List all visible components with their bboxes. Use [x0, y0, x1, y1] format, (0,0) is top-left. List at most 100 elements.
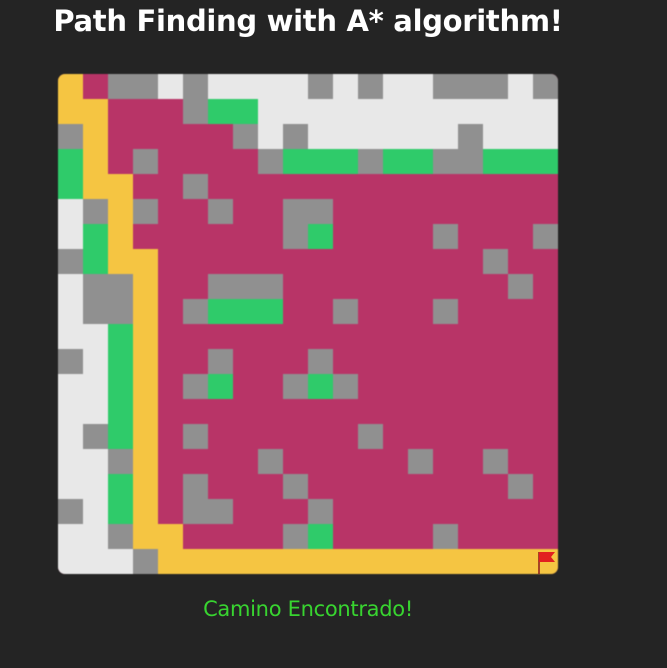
- grid-cell-visited[interactable]: [308, 299, 333, 324]
- grid-cell-visited[interactable]: [183, 224, 208, 249]
- grid-cell-visited[interactable]: [183, 199, 208, 224]
- grid-cell-visited[interactable]: [433, 249, 458, 274]
- grid-cell-visited[interactable]: [183, 399, 208, 424]
- grid-cell-visited[interactable]: [433, 274, 458, 299]
- grid-cell-unvisited[interactable]: [58, 374, 83, 399]
- grid-cell-unvisited[interactable]: [58, 449, 83, 474]
- grid-cell-unvisited[interactable]: [308, 124, 333, 149]
- grid-cell-visited[interactable]: [333, 249, 358, 274]
- grid-cell-unvisited[interactable]: [508, 124, 533, 149]
- grid-cell-visited[interactable]: [158, 274, 183, 299]
- grid-cell-unvisited[interactable]: [308, 99, 333, 124]
- grid-cell-visited[interactable]: [258, 324, 283, 349]
- grid-cell-path[interactable]: [133, 474, 158, 499]
- grid-cell-visited[interactable]: [283, 399, 308, 424]
- grid-cell-frontier[interactable]: [233, 99, 258, 124]
- grid-cell-visited[interactable]: [208, 474, 233, 499]
- grid-cell-visited[interactable]: [483, 349, 508, 374]
- grid-cell-visited[interactable]: [208, 124, 233, 149]
- grid-cell-visited[interactable]: [108, 149, 133, 174]
- grid-cell-unvisited[interactable]: [83, 349, 108, 374]
- grid-cell-path[interactable]: [133, 249, 158, 274]
- grid-cell-frontier[interactable]: [483, 149, 508, 174]
- grid-cell-frontier[interactable]: [58, 174, 83, 199]
- grid-cell-visited[interactable]: [208, 524, 233, 549]
- grid-cell-visited[interactable]: [483, 374, 508, 399]
- grid-cell-path[interactable]: [83, 99, 108, 124]
- grid-cell-wall[interactable]: [208, 499, 233, 524]
- grid-cell-visited[interactable]: [158, 124, 183, 149]
- grid-cell-visited[interactable]: [358, 374, 383, 399]
- grid-cell-visited[interactable]: [208, 324, 233, 349]
- grid-cell-visited[interactable]: [208, 174, 233, 199]
- grid-cell-path[interactable]: [133, 324, 158, 349]
- grid-cell-path[interactable]: [308, 549, 333, 574]
- grid-cell-visited[interactable]: [483, 324, 508, 349]
- grid-cell-wall[interactable]: [508, 274, 533, 299]
- grid-cell-wall[interactable]: [183, 174, 208, 199]
- grid-cell-visited[interactable]: [233, 174, 258, 199]
- grid-cell-frontier[interactable]: [108, 399, 133, 424]
- grid-cell-frontier[interactable]: [108, 474, 133, 499]
- grid-cell-visited[interactable]: [158, 99, 183, 124]
- grid-cell-visited[interactable]: [133, 224, 158, 249]
- grid-cell-visited[interactable]: [358, 499, 383, 524]
- grid-cell-wall[interactable]: [233, 124, 258, 149]
- grid-cell-visited[interactable]: [133, 124, 158, 149]
- grid-cell-path[interactable]: [283, 549, 308, 574]
- grid-cell-visited[interactable]: [158, 199, 183, 224]
- grid-cell-unvisited[interactable]: [333, 124, 358, 149]
- grid-cell-unvisited[interactable]: [333, 74, 358, 99]
- grid-cell-path[interactable]: [508, 549, 533, 574]
- grid-cell-visited[interactable]: [333, 449, 358, 474]
- grid-cell-visited[interactable]: [533, 249, 558, 274]
- grid-cell-visited[interactable]: [458, 174, 483, 199]
- grid-cell-visited[interactable]: [508, 299, 533, 324]
- grid-cell-visited[interactable]: [283, 499, 308, 524]
- grid-cell-visited[interactable]: [408, 174, 433, 199]
- grid-cell-visited[interactable]: [283, 174, 308, 199]
- grid-cell-visited[interactable]: [458, 449, 483, 474]
- grid-cell-visited[interactable]: [533, 474, 558, 499]
- grid-cell-unvisited[interactable]: [483, 124, 508, 149]
- grid-cell-visited[interactable]: [183, 274, 208, 299]
- grid-cell-unvisited[interactable]: [408, 99, 433, 124]
- grid-cell-wall[interactable]: [258, 149, 283, 174]
- grid-cell-visited[interactable]: [233, 249, 258, 274]
- grid-cell-wall[interactable]: [308, 199, 333, 224]
- grid-cell-frontier[interactable]: [383, 149, 408, 174]
- grid-cell-visited[interactable]: [358, 324, 383, 349]
- grid-cell-unvisited[interactable]: [283, 99, 308, 124]
- grid-cell-visited[interactable]: [333, 199, 358, 224]
- grid-cell-unvisited[interactable]: [333, 99, 358, 124]
- grid-cell-visited[interactable]: [458, 224, 483, 249]
- grid-cell-visited[interactable]: [308, 474, 333, 499]
- grid-cell-unvisited[interactable]: [83, 549, 108, 574]
- grid-cell-visited[interactable]: [333, 349, 358, 374]
- grid-cell-unvisited[interactable]: [108, 549, 133, 574]
- grid-cell-visited[interactable]: [508, 424, 533, 449]
- grid-cell-visited[interactable]: [408, 349, 433, 374]
- grid-cell-visited[interactable]: [458, 424, 483, 449]
- grid-cell-visited[interactable]: [308, 274, 333, 299]
- grid-cell-frontier[interactable]: [83, 249, 108, 274]
- grid-cell-wall[interactable]: [333, 299, 358, 324]
- grid-cell-visited[interactable]: [258, 249, 283, 274]
- grid-cell-wall[interactable]: [458, 149, 483, 174]
- grid-cell-path[interactable]: [233, 549, 258, 574]
- grid-cell-frontier[interactable]: [208, 374, 233, 399]
- grid-cell-frontier[interactable]: [308, 374, 333, 399]
- grid-cell-wall[interactable]: [183, 99, 208, 124]
- grid-cell-visited[interactable]: [333, 499, 358, 524]
- grid-cell-path[interactable]: [108, 199, 133, 224]
- grid-cell-visited[interactable]: [158, 149, 183, 174]
- grid-cell-path[interactable]: [133, 424, 158, 449]
- grid-cell-path[interactable]: [433, 549, 458, 574]
- grid-cell-unvisited[interactable]: [433, 99, 458, 124]
- grid-cell-visited[interactable]: [108, 124, 133, 149]
- grid-cell-unvisited[interactable]: [208, 74, 233, 99]
- grid-cell-frontier[interactable]: [58, 149, 83, 174]
- grid-cell-wall[interactable]: [58, 249, 83, 274]
- grid-cell-wall[interactable]: [483, 74, 508, 99]
- grid-cell-visited[interactable]: [483, 499, 508, 524]
